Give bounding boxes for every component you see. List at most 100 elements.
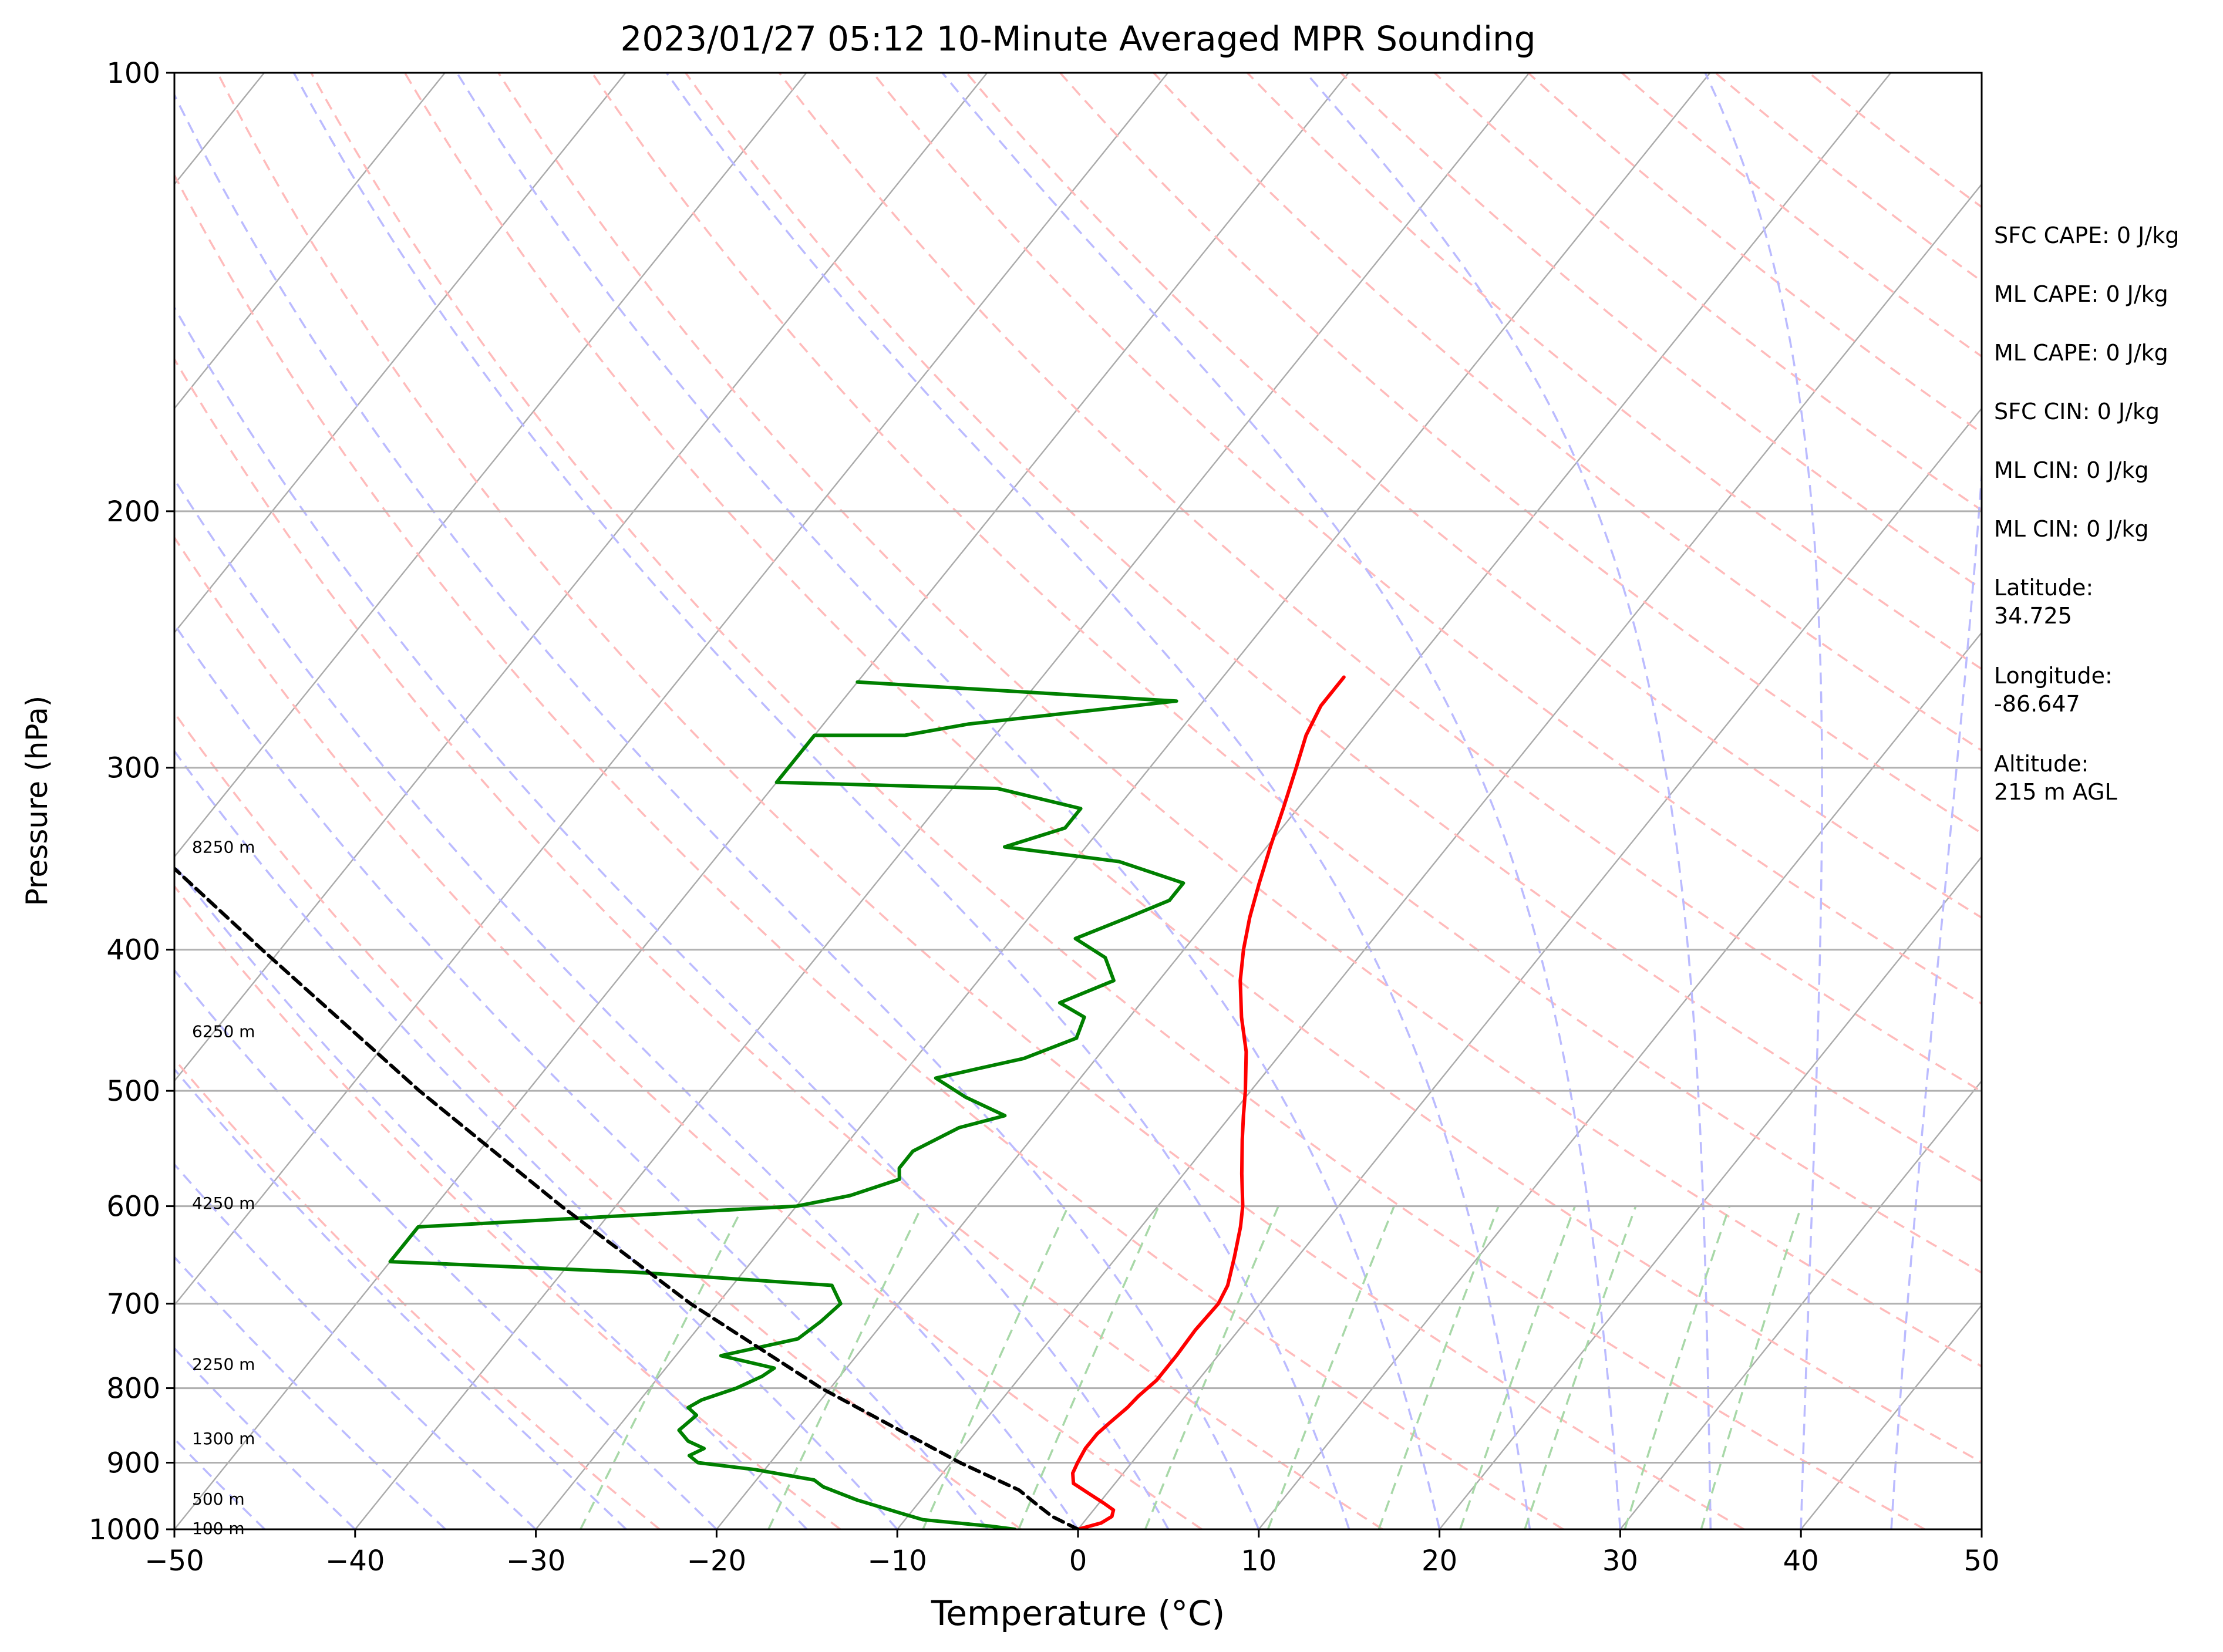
moist-adiabat-line [665,73,1531,1529]
annotation-text: ML CAPE: 0 J/kg [1994,340,2168,366]
dry-adiabat-line [174,884,841,1529]
annotation-line: Latitude: [1994,575,2093,601]
moist-adiabat-line [174,749,898,1529]
annotation-text: Altitude: 215 m AGL [1994,751,2117,805]
mixing-ratio-line [1018,1205,1160,1529]
x-tick-label: 10 [1241,1545,1276,1577]
annotation-text: ML CAPE: 0 J/kg [1994,281,2168,307]
height-label: 8250 m [192,838,255,857]
moist-adiabat-line [174,622,989,1529]
x-axis: −50 −40 −30 −20 −10 0 10 20 30 40 50 [144,1529,2000,1577]
dry-adiabat-line [174,173,1564,1529]
x-tick-label: 40 [1783,1545,1819,1577]
height-label: 4250 m [192,1194,255,1213]
x-tick-label: −30 [506,1545,565,1577]
annotation-text: SFC CIN: 0 J/kg [1994,399,2160,424]
dry-adiabat-line [965,73,1982,919]
x-tick-label: 0 [1069,1545,1087,1577]
x-tick-label: −50 [144,1545,204,1577]
temperature-profile [1071,675,1346,1529]
annotation-line: Longitude: [1994,663,2113,689]
data-series [174,675,1346,1529]
annotation-text: SFC CAPE: 0 J/kg [1994,222,2179,248]
mixing-ratio-line [580,1205,745,1529]
mixing-ratio-line [1524,1206,1637,1529]
parcel-profile [174,866,1080,1529]
isotherm-line [716,73,1892,1529]
mixing-ratio-line [922,1205,1069,1529]
annotation-line: 215 m AGL [1994,779,2117,805]
annotation-line: ML CAPE: 0 J/kg [1994,340,2168,366]
moist-adiabat-line [941,73,1622,1529]
mixing-ratio-line [1377,1205,1500,1529]
mixing-ratio-line [1459,1205,1576,1529]
annotation-text: Latitude: 34.725 [1994,575,2093,629]
annotation-text: ML CIN: 0 J/kg [1994,457,2148,483]
x-tick-label: 30 [1602,1545,1638,1577]
isotherm-line [897,183,1982,1529]
x-tick-label: −40 [325,1545,385,1577]
y-tick-label: 1000 [89,1513,160,1546]
y-tick-label: 700 [106,1288,160,1321]
isotherm-line [354,73,1530,1529]
y-tick-label: 200 [106,495,160,528]
height-label: 6250 m [192,1022,255,1041]
isotherm-line [174,73,446,410]
moist-adiabat-line [292,73,1350,1529]
isotherm-line [174,73,807,858]
dry-adiabat-line [174,1057,661,1529]
annotation-line: ML CIN: 0 J/kg [1994,457,2148,483]
dry-adiabat-line [310,73,1925,1529]
dry-adiabat-line [1527,73,1982,434]
annotation-line: ML CAPE: 0 J/kg [1994,281,2168,307]
dry-adiabat-line [174,535,1203,1529]
isotherm-line [1258,631,1982,1529]
mixing-ratio-line [1624,1206,1731,1529]
isotherm-line [174,73,1168,1307]
y-tick-label: 800 [106,1373,160,1405]
annotation-line: Altitude: [1994,751,2089,777]
dry-adiabat-line [872,73,1982,1005]
isotherm-line [1077,407,1982,1529]
y-tick-label: 600 [106,1191,160,1223]
y-tick-label: 900 [106,1447,160,1479]
height-label: 100 m [192,1519,245,1538]
dry-adiabat-line [778,73,1982,1093]
height-label: 500 m [192,1489,245,1509]
dry-adiabat-line [497,73,1982,1368]
isotherm-line [1619,1080,1982,1529]
y-tick-label: 100 [106,57,160,90]
dry-adiabat-line [403,73,1982,1464]
annotation-line: SFC CIN: 0 J/kg [1994,399,2160,424]
dry-adiabat-line [685,73,1982,1182]
isotherm-line [174,73,988,1083]
chart-title: 2023/01/27 05:12 10-Minute Averaged MPR … [620,19,1535,59]
x-tick-label: 50 [1963,1545,1999,1577]
mixing-ratio-line [1267,1205,1395,1529]
height-label: 2250 m [192,1354,255,1374]
dry-adiabat-line [1247,73,1982,670]
x-axis-label: Temperature (°C) [931,1593,1225,1633]
isotherm-line [174,73,627,634]
dry-adiabat-line [174,357,1383,1529]
y-axis-label: Pressure (hPa) [20,696,54,906]
dry-adiabat-line [1340,73,1982,591]
moist-adiabat-line [456,73,1441,1529]
isotherm-line [535,73,1711,1529]
background-lines [174,73,1982,1529]
dry-adiabat-line [216,73,1745,1529]
x-tick-label: −10 [868,1545,927,1577]
dewpoint-profile [388,680,1185,1529]
y-tick-label: 400 [106,934,160,967]
annotation-line: SFC CAPE: 0 J/kg [1994,222,2179,248]
moist-adiabat-line [174,1067,627,1529]
moist-adiabat-line [1704,73,1823,1529]
height-labels: 100 m 500 m 1300 m 2250 m 4250 m 6250 m 8250 m [192,838,255,1538]
mixing-ratio-line [1144,1205,1279,1529]
x-tick-label: −20 [687,1545,746,1577]
isotherm-line [1439,855,1982,1529]
annotation-line: 34.725 [1994,603,2072,629]
moist-adiabat-line [174,92,1260,1529]
